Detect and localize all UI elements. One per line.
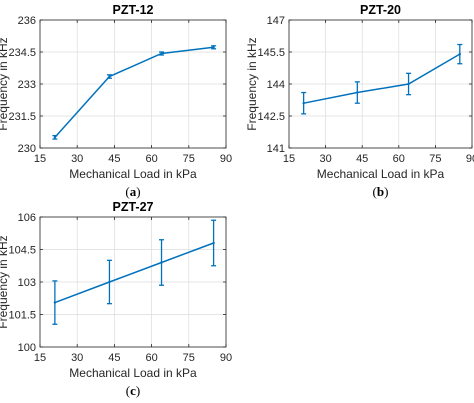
y-tick-label: 145.5 [257,47,285,59]
y-axis-label: Frequency in kHz [245,37,259,130]
chart-1: 15 30 45 60 75 90 230 231.5 233 234.5 236 PZT-12 Mec… [0,3,232,199]
subfigure-caption: (b) [373,184,389,199]
error-bar [159,51,165,56]
x-axis-label: Mechanical Load in kPa [317,167,445,181]
x-tick-label: 15 [34,352,46,364]
data-point [212,46,215,49]
data-point [108,280,111,284]
chart-title: PZT-20 [360,3,401,17]
x-tick-label: 30 [71,153,83,165]
x-tick-label: 60 [393,153,405,165]
x-axis-label: Mechanical Load in kPa [69,366,197,380]
y-tick-label: 141 [267,143,285,155]
error-bar [106,259,112,305]
x-tick-label: 75 [183,352,195,364]
data-point [302,102,305,105]
data-point [108,75,111,78]
error-bar [211,45,217,50]
data-point [53,301,57,304]
data-point [407,82,410,86]
y-tick-label: 234.5 [8,47,36,59]
series-line [54,242,214,304]
y-tick-label: 106 [18,212,36,224]
y-tick-label: 236 [18,15,36,27]
y-tick-label: 101.5 [8,310,36,322]
series-line [303,53,461,104]
x-tick-label: 15 [283,153,295,165]
y-tick-label: 103 [18,277,36,289]
x-tick-label: 75 [429,153,441,165]
x-tick-label: 30 [319,153,331,165]
x-tick-label: 90 [220,352,232,364]
y-tick-label: 147 [267,15,285,27]
error-bar [406,72,412,96]
data-point [212,241,215,245]
subfigure-letter: b [377,184,384,199]
chart-2: 15 30 45 60 75 90 141 142.5 144 145.5 147 PZT-20 Mec… [245,3,474,199]
data-point [160,261,163,264]
chart-title: PZT-12 [113,3,154,17]
error-bar [457,43,463,65]
error-bar [354,81,360,104]
x-tick-label: 45 [108,352,120,364]
error-bar [301,91,307,115]
y-tick-label: 233 [18,79,36,91]
x-tick-label: 90 [466,153,474,165]
data-point [53,136,57,139]
error-bar [106,74,112,79]
subfigure-caption: (c) [126,383,140,398]
subfigure-caption: (a) [125,184,140,199]
chart-3: 15 30 45 60 75 90 100 101.5 103 104.5 106 PZT-27 Mec… [0,200,232,398]
chart-title: PZT-27 [113,200,154,214]
x-tick-label: 15 [34,153,46,165]
error-bar [211,219,217,267]
data-point [160,52,163,55]
y-axis-label: Frequency in kHz [0,37,10,130]
y-tick-label: 100 [18,342,36,354]
x-axis-label: Mechanical Load in kPa [69,167,197,181]
subfigure-letter: c [130,383,136,398]
x-tick-label: 60 [145,352,157,364]
data-point [356,91,359,94]
data-point [458,52,461,56]
error-bar [52,280,58,325]
y-tick-label: 104.5 [8,245,36,257]
x-tick-label: 60 [145,153,157,165]
subfigure-letter: a [130,184,137,199]
series-line [54,46,214,138]
y-tick-label: 230 [18,143,36,155]
y-axis-label: Frequency in kHz [0,235,10,328]
x-tick-label: 75 [183,153,195,165]
y-tick-label: 142.5 [257,111,285,123]
y-tick-label: 231.5 [8,111,36,123]
x-tick-label: 90 [220,153,232,165]
x-tick-label: 45 [356,153,368,165]
y-tick-label: 144 [267,79,285,91]
x-tick-label: 30 [71,352,83,364]
error-bar [159,239,165,286]
error-bar [52,134,58,140]
x-tick-label: 45 [108,153,120,165]
